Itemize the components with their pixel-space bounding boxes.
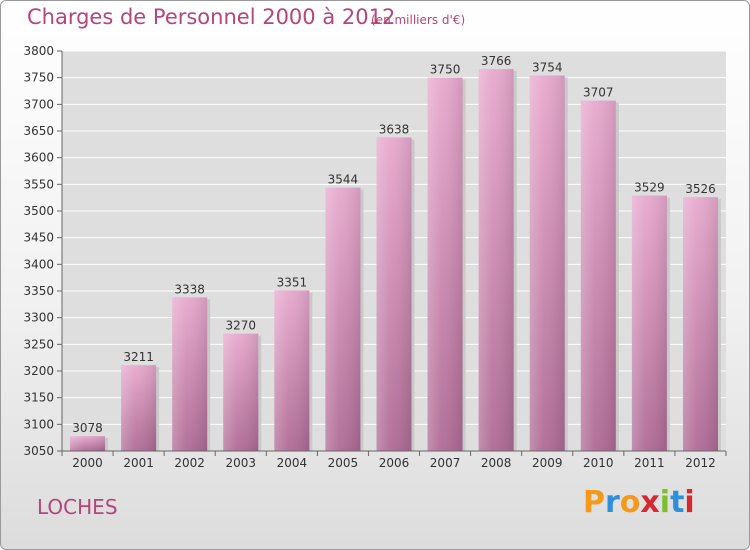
data-label: 3351 xyxy=(277,275,308,289)
x-tick-label: 2009 xyxy=(532,456,563,470)
data-labels: 3078 3211 3338 3270 3351 3544 3638 3750 3766 3754… xyxy=(72,54,715,435)
x-tick-label: 2010 xyxy=(583,456,614,470)
y-tick-label: 3450 xyxy=(23,231,54,245)
y-tick-label: 3400 xyxy=(23,257,54,271)
y-tick-label: 3650 xyxy=(23,124,54,138)
data-label: 3638 xyxy=(379,122,410,136)
logo-letter: r xyxy=(605,485,620,520)
bar-shine xyxy=(274,290,310,451)
x-axis: 2000 2001 2002 2003 2004 2005 2006 2007 2008 2009… xyxy=(61,450,727,470)
bar-shine xyxy=(529,75,565,452)
y-tick-label: 3700 xyxy=(23,97,54,111)
bar-shine xyxy=(325,187,361,452)
x-tick-label: 2003 xyxy=(225,456,256,470)
y-tick-label: 3250 xyxy=(23,337,54,351)
data-label: 3211 xyxy=(123,350,154,364)
proxiti-logo: Proxiti xyxy=(583,485,695,520)
data-label: 3270 xyxy=(225,319,256,333)
y-tick-label: 3500 xyxy=(23,204,54,218)
x-tick-label: 2006 xyxy=(379,456,410,470)
bar-shine xyxy=(478,69,514,451)
logo-letter: i xyxy=(659,485,671,520)
logo-letter: t xyxy=(670,485,685,520)
data-label: 3766 xyxy=(481,54,512,68)
y-tick-label: 3750 xyxy=(23,71,54,85)
bar-shine xyxy=(580,100,616,451)
bar-shine xyxy=(376,137,412,451)
x-tick-label: 2004 xyxy=(277,456,308,470)
y-tick-label: 3050 xyxy=(23,444,54,458)
bar-shine xyxy=(121,365,157,451)
chart-subtitle: (en milliers d'€) xyxy=(371,13,466,27)
bars xyxy=(70,69,721,452)
bar-shine xyxy=(427,77,463,452)
bar-shine xyxy=(682,197,718,451)
bar-shine xyxy=(172,297,208,451)
x-tick-label: 2012 xyxy=(685,456,716,470)
data-label: 3754 xyxy=(532,61,563,75)
y-tick-label: 3200 xyxy=(23,364,54,378)
city-name: LOCHES xyxy=(37,495,118,519)
logo-letter: o xyxy=(619,485,641,520)
bar-shine xyxy=(631,195,667,451)
data-label: 3338 xyxy=(174,282,205,296)
logo-letter: i xyxy=(684,485,695,520)
x-tick-label: 2005 xyxy=(328,456,359,470)
x-tick-label: 2008 xyxy=(481,456,512,470)
y-tick-label: 3800 xyxy=(23,44,54,58)
y-tick-label: 3550 xyxy=(23,177,54,191)
x-tick-label: 2011 xyxy=(634,456,665,470)
y-tick-label: 3350 xyxy=(23,284,54,298)
logo-letter: P xyxy=(583,485,605,520)
data-label: 3529 xyxy=(634,181,665,195)
logo-letter: x xyxy=(640,485,660,520)
data-label: 3078 xyxy=(72,421,103,435)
bar-shine xyxy=(223,333,259,451)
data-label: 3750 xyxy=(430,63,461,77)
y-tick-label: 3150 xyxy=(23,391,54,405)
data-label: 3707 xyxy=(583,86,614,100)
bar-shine xyxy=(70,436,106,451)
y-tick-label: 3300 xyxy=(23,311,54,325)
y-tick-label: 3600 xyxy=(23,151,54,165)
x-tick-label: 2007 xyxy=(430,456,461,470)
y-axis: 3050 3100 3150 3200 3250 3300 3350 3400 3450 3500… xyxy=(23,44,63,458)
data-label: 3526 xyxy=(685,182,716,196)
x-tick-label: 2000 xyxy=(72,456,103,470)
x-tick-label: 2001 xyxy=(123,456,154,470)
chart-title: Charges de Personnel 2000 à 2012 xyxy=(27,5,396,29)
x-tick-label: 2002 xyxy=(174,456,205,470)
y-tick-label: 3100 xyxy=(23,417,54,431)
data-label: 3544 xyxy=(328,173,359,187)
